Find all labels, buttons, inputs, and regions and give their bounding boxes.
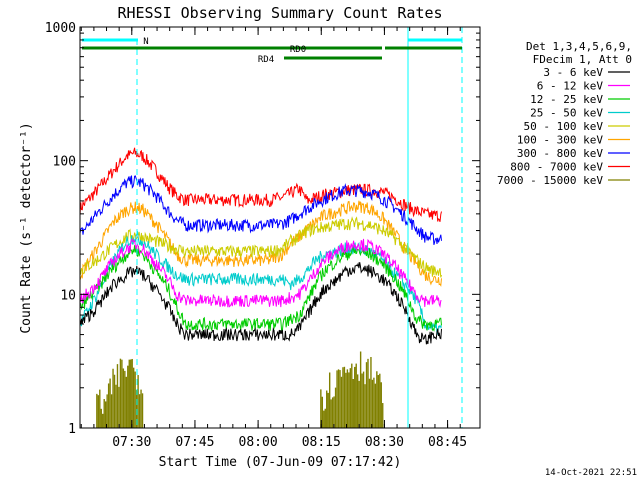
series-100-300kev-line (79, 200, 442, 287)
legend: Det 1,3,4,5,6,9,FDecim 1, Att 03 - 6 keV… (497, 40, 632, 187)
annotation-rd4: RD4 (258, 55, 274, 65)
x-tick-label: 08:30 (365, 435, 404, 450)
series-50-100kev-line (79, 216, 442, 278)
legend-header-line: FDecim 1, Att 0 (533, 53, 632, 66)
plot-frame (79, 26, 481, 429)
y-tick-label: 100 (53, 155, 76, 170)
legend-entry-label: 300 - 800 keV (517, 147, 603, 160)
x-tick-label: 07:30 (112, 435, 151, 450)
legend-entry-label: 3 - 6 keV (543, 66, 603, 79)
y-tick-label: 10 (60, 288, 76, 303)
chart-title: RHESSI Observing Summary Count Rates (117, 4, 442, 22)
footer-timestamp: 14-Oct-2021 22:51 (545, 468, 637, 478)
legend-entry-label: 50 - 100 keV (524, 120, 604, 133)
legend-entry-label: 100 - 300 keV (517, 134, 603, 147)
annotation-rd0: RD0 (290, 45, 306, 55)
x-tick-label: 07:45 (175, 435, 214, 450)
series-800-7000kev-line (79, 147, 442, 222)
y-axis-label: Count Rate (s⁻¹ detector⁻¹) (19, 122, 34, 333)
x-tick-label: 08:00 (239, 435, 278, 450)
y-tick-label: 1 (68, 422, 76, 437)
y-tick-label: 1000 (45, 21, 76, 36)
series-12-25kev-line (79, 245, 442, 332)
legend-header-line: Det 1,3,4,5,6,9, (526, 40, 632, 53)
legend-entry-label: 6 - 12 keV (537, 80, 604, 93)
x-tick-label: 08:15 (302, 435, 341, 450)
series-300-800kev-line (79, 175, 442, 246)
annotation-n: N (143, 37, 148, 47)
y-axis: 1 10 100 1000 (45, 21, 480, 437)
legend-entry-label: 25 - 50 keV (530, 107, 603, 120)
legend-entry-label: 800 - 7000 keV (510, 161, 603, 174)
x-tick-label: 08:45 (428, 435, 467, 450)
series-7000-15000-kev (96, 351, 384, 428)
series-25-50kev-line (79, 230, 442, 336)
x-axis: 07:30 07:45 08:00 08:15 08:30 08:45 (80, 27, 467, 450)
series-6-12kev-line (79, 238, 442, 308)
legend-entry-label: 7000 - 15000 keV (497, 174, 603, 187)
x-axis-label: Start Time (07-Jun-09 07:17:42) (159, 455, 402, 470)
series-3-6kev-line (79, 261, 442, 345)
legend-entry-label: 12 - 25 keV (530, 93, 603, 106)
